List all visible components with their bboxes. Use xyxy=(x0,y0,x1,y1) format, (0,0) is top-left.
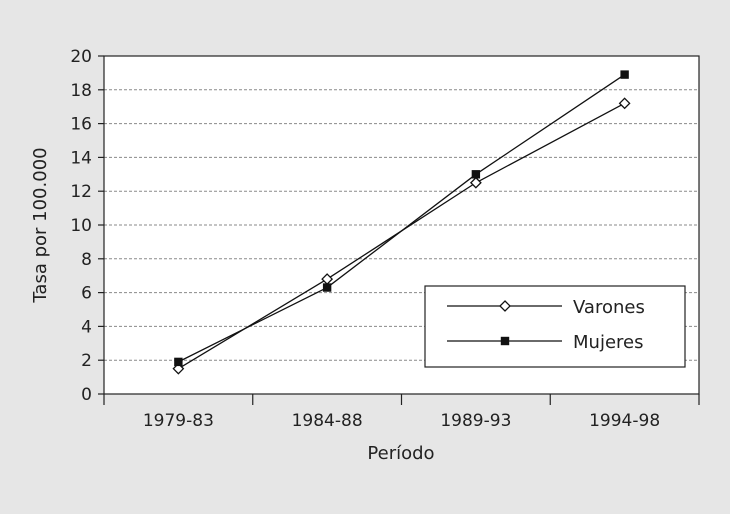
x-tick-label: 1984-88 xyxy=(292,411,363,431)
y-tick-labels: 0 2 4 6 8 10 12 14 16 18 20 xyxy=(70,47,92,405)
y-tick-label: 2 xyxy=(81,351,92,371)
y-tick-label: 8 xyxy=(81,250,92,270)
y-axis-title: Tasa por 100.000 xyxy=(30,147,51,303)
y-tick-label: 6 xyxy=(81,284,92,304)
y-tick-label: 0 xyxy=(81,385,92,405)
legend-label-varones: Varones xyxy=(573,297,645,318)
x-tick-label: 1994-98 xyxy=(589,411,660,431)
y-tick-label: 16 xyxy=(70,115,92,135)
x-axis-title: Período xyxy=(367,443,434,464)
y-tick-label: 12 xyxy=(70,182,92,202)
y-tick-label: 4 xyxy=(81,317,92,337)
axis-ticks xyxy=(98,55,700,405)
x-tick-label: 1979-83 xyxy=(143,411,214,431)
x-tick-label: 1989-93 xyxy=(440,411,511,431)
data-point-mujeres xyxy=(322,283,332,292)
y-tick-label: 20 xyxy=(70,47,92,67)
data-point-mujeres xyxy=(174,357,183,367)
series-line-mujeres xyxy=(178,74,625,363)
legend-box xyxy=(424,285,686,368)
y-tick-label: 18 xyxy=(70,81,92,101)
legend-label-mujeres: Mujeres xyxy=(573,332,643,353)
data-point-mujeres xyxy=(620,70,629,79)
plot-frame xyxy=(103,55,700,395)
data-point-varones xyxy=(469,176,482,189)
legend: Varones Mujeres xyxy=(424,285,686,368)
data-point-mujeres xyxy=(471,170,481,179)
series-group xyxy=(172,70,631,375)
legend-marker-varones xyxy=(499,300,511,312)
data-point-varones xyxy=(172,362,185,375)
legend-marker-mujeres xyxy=(500,336,510,346)
data-point-varones xyxy=(618,97,631,110)
x-tick-labels: 1979-83 1984-88 1989-93 1994-98 xyxy=(143,411,660,431)
y-tick-label: 10 xyxy=(70,216,92,236)
y-tick-label: 14 xyxy=(70,148,92,168)
